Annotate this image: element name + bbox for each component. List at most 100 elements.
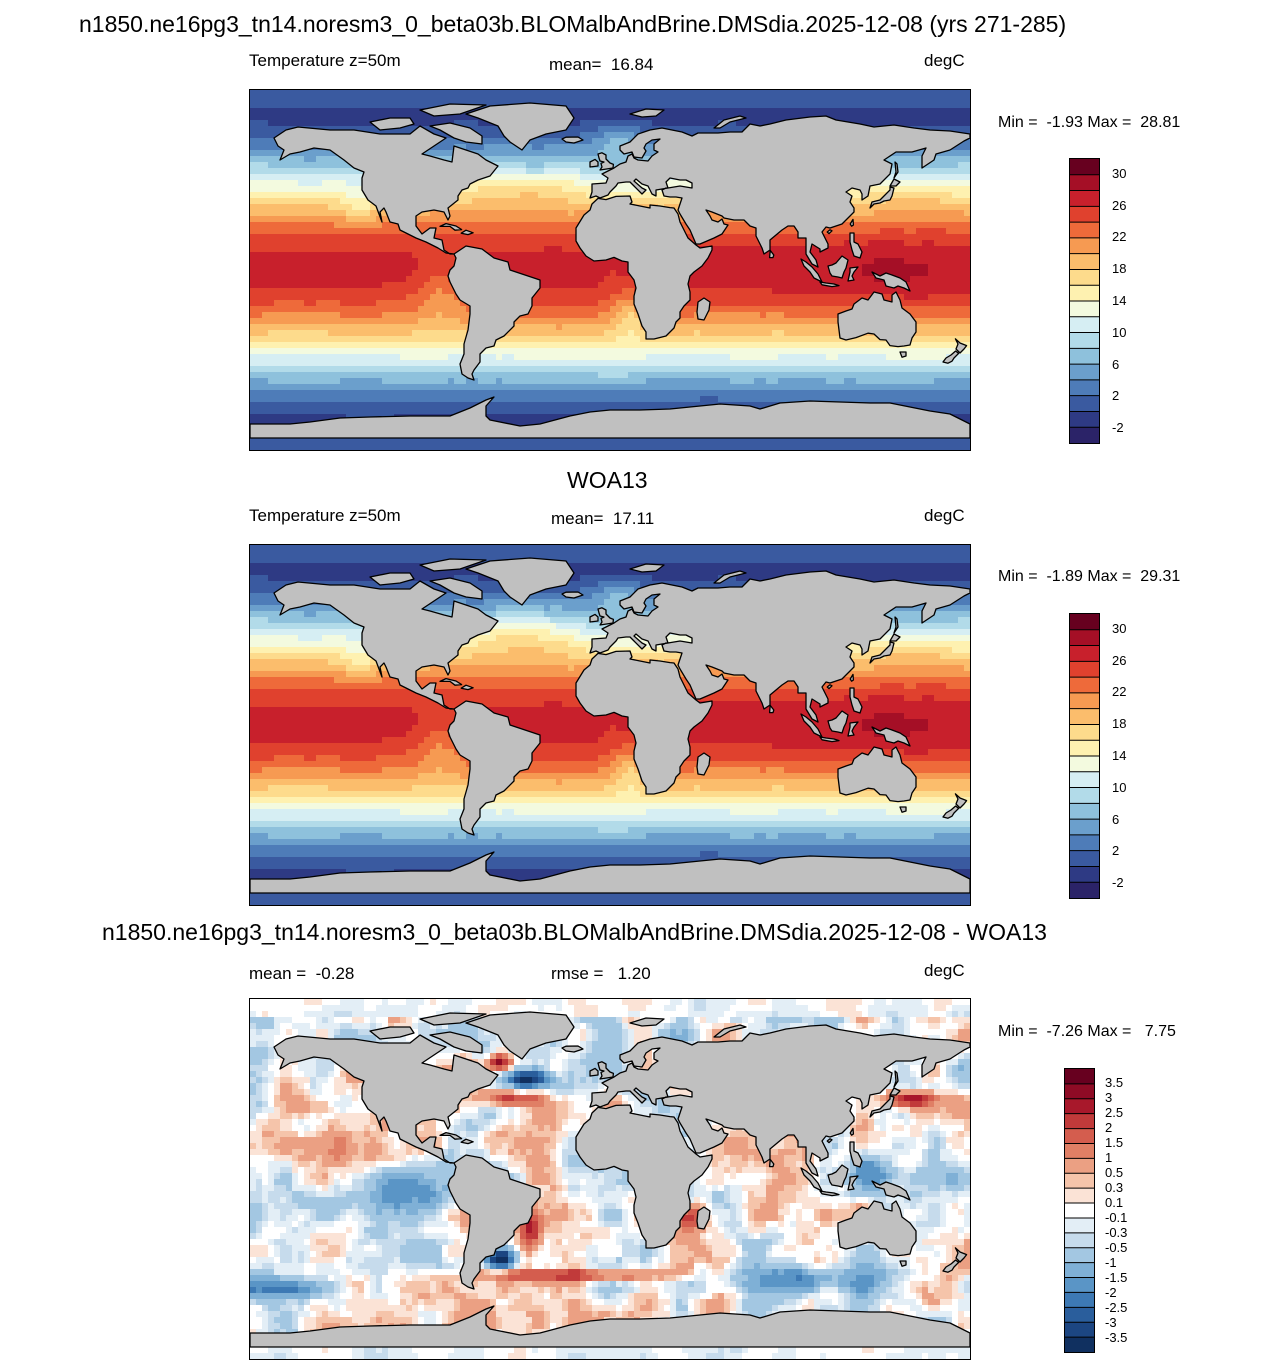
- landmass: [597, 1061, 615, 1080]
- colorbar-tick-label: -2: [1105, 1286, 1117, 1299]
- colorbar-swatch: [1070, 692, 1099, 710]
- colorbar-swatch: [1070, 190, 1099, 207]
- landmass: [871, 1180, 911, 1201]
- landmass: [954, 1247, 968, 1263]
- colorbar-tick-label: 6: [1112, 358, 1119, 371]
- landmass: [575, 1104, 713, 1249]
- landmass: [369, 572, 415, 586]
- landmass: [589, 1024, 970, 1177]
- panel3-mean-label: mean = -0.28: [249, 965, 354, 982]
- colorbar-swatch: [1070, 614, 1099, 631]
- colorbar-tick-label: -1: [1105, 1256, 1117, 1269]
- colorbar-swatch: [1065, 1188, 1094, 1204]
- colorbar-tick-label: 26: [1112, 654, 1126, 667]
- landmass: [819, 1190, 840, 1197]
- panel1-mean-label: mean= 16.84: [549, 56, 653, 73]
- panel2-colorbar: [1069, 613, 1100, 899]
- landmass: [575, 650, 713, 795]
- panel1-colorbar: [1069, 158, 1100, 444]
- colorbar-swatch: [1065, 1069, 1094, 1085]
- colorbar-tick-label: -2: [1112, 421, 1124, 434]
- colorbar-tick-label: -3.5: [1105, 1331, 1127, 1344]
- colorbar-swatch: [1070, 364, 1099, 381]
- landmass: [837, 1200, 917, 1257]
- colorbar-tick-label: 6: [1112, 813, 1119, 826]
- colorbar-swatch: [1065, 1307, 1094, 1323]
- panel2-title: WOA13: [567, 469, 648, 492]
- landmass: [250, 1305, 970, 1348]
- colorbar-tick-label: 14: [1112, 749, 1126, 762]
- landmass: [837, 746, 917, 803]
- landmass: [869, 1095, 895, 1118]
- landmass: [837, 291, 917, 348]
- landmass: [597, 152, 615, 171]
- colorbar-swatch: [1070, 316, 1099, 334]
- colorbar-swatch: [1070, 174, 1099, 192]
- colorbar-swatch: [1070, 645, 1099, 662]
- landmass: [827, 1164, 849, 1188]
- colorbar-tick-label: 18: [1112, 262, 1126, 275]
- colorbar-swatch: [1070, 787, 1099, 804]
- landmass: [768, 249, 775, 259]
- landmass: [954, 793, 968, 809]
- landmass: [847, 266, 859, 282]
- colorbar-swatch: [1070, 269, 1099, 286]
- panel2-map: [249, 544, 971, 906]
- landmass: [273, 1034, 499, 1164]
- colorbar-swatch: [1065, 1322, 1094, 1338]
- colorbar-swatch: [1065, 1232, 1094, 1249]
- landmass: [871, 726, 911, 747]
- landmass: [847, 721, 859, 737]
- colorbar-tick-label: -0.1: [1105, 1211, 1127, 1224]
- landmass: [899, 351, 907, 358]
- colorbar-swatch: [1070, 301, 1099, 318]
- colorbar-tick-label: 10: [1112, 781, 1126, 794]
- landmass: [629, 108, 665, 118]
- land-mask: [250, 1011, 970, 1348]
- colorbar-swatch: [1070, 866, 1099, 883]
- landmass: [826, 1138, 833, 1144]
- colorbar-swatch: [1070, 850, 1099, 867]
- landmass: [589, 613, 599, 623]
- land-mask: [250, 102, 970, 439]
- landmass: [575, 195, 713, 340]
- colorbar-swatch: [1070, 379, 1099, 397]
- colorbar-tick-label: -1.5: [1105, 1271, 1127, 1284]
- landmass: [847, 1175, 859, 1191]
- landmass: [447, 700, 541, 836]
- landmass: [849, 1127, 855, 1136]
- colorbar-tick-label: 18: [1112, 717, 1126, 730]
- colorbar-swatch: [1070, 756, 1099, 773]
- colorbar-tick-label: 3.5: [1105, 1076, 1123, 1089]
- landmass: [899, 806, 907, 813]
- panel3-minmax-label: Min = -7.26 Max = 7.75: [998, 1024, 1176, 1040]
- colorbar-tick-label: 0.1: [1105, 1196, 1123, 1209]
- panel1-map: [249, 89, 971, 451]
- landmass: [889, 178, 901, 187]
- landmass: [768, 704, 775, 714]
- landmass: [465, 1011, 575, 1060]
- colorbar-tick-label: 0.5: [1105, 1166, 1123, 1179]
- colorbar-swatch: [1070, 834, 1099, 852]
- land-mask: [250, 557, 970, 894]
- colorbar-swatch: [1070, 629, 1099, 647]
- colorbar-tick-label: 30: [1112, 167, 1126, 180]
- colorbar-swatch: [1070, 819, 1099, 836]
- colorbar-swatch: [1070, 724, 1099, 741]
- landmass: [447, 1154, 541, 1290]
- colorbar-tick-label: 3: [1105, 1091, 1112, 1104]
- colorbar-swatch: [1065, 1337, 1094, 1352]
- colorbar-swatch: [1065, 1247, 1094, 1264]
- colorbar-swatch: [1065, 1158, 1094, 1174]
- landmass: [826, 229, 833, 235]
- colorbar-tick-label: 2: [1105, 1121, 1112, 1134]
- landmass: [819, 281, 840, 288]
- landmass: [460, 1138, 474, 1145]
- colorbar-swatch: [1070, 348, 1099, 365]
- landmass: [954, 338, 968, 354]
- colorbar-tick-label: 2: [1112, 844, 1119, 857]
- colorbar-swatch: [1070, 803, 1099, 820]
- landmass: [369, 117, 415, 131]
- landmass: [589, 1067, 599, 1077]
- panel3-map: [249, 998, 971, 1360]
